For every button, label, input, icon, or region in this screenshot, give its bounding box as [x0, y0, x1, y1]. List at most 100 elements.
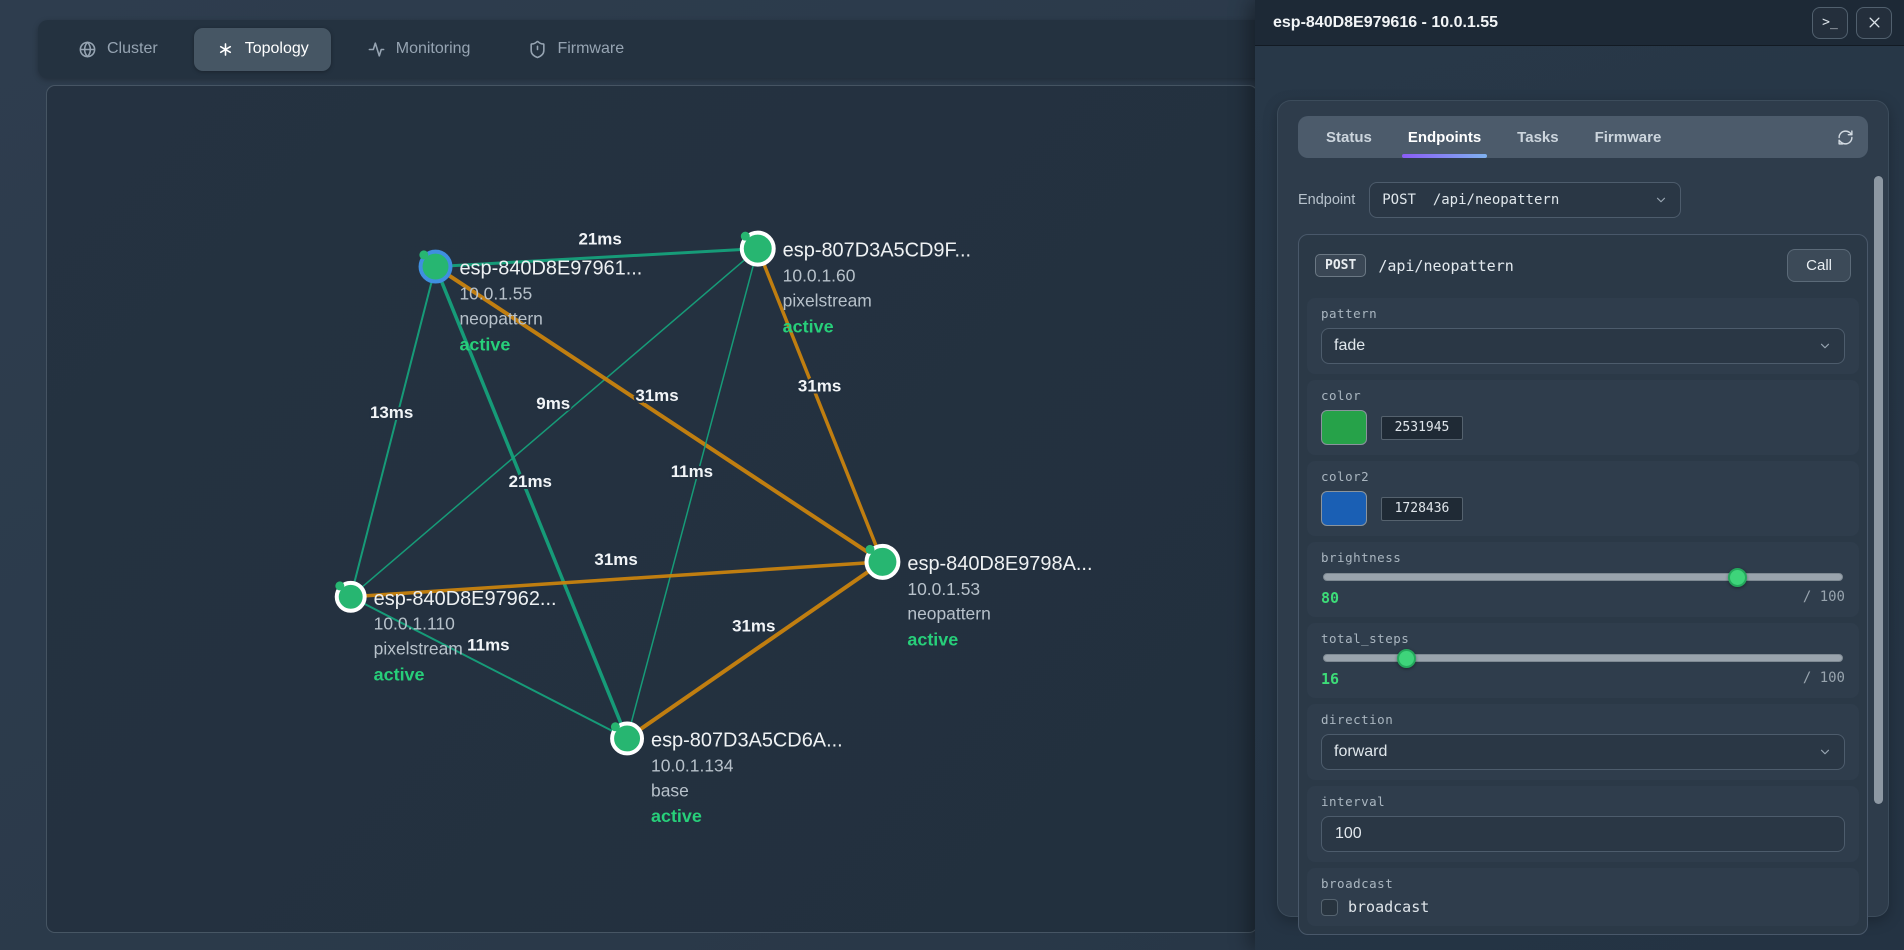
panel-header: esp-840D8E979616 - 10.0.1.55 >_	[1255, 0, 1904, 46]
total-steps-value: 16	[1321, 670, 1340, 688]
field-direction: direction forward	[1307, 704, 1859, 780]
edge-latency-label: 21ms	[578, 230, 621, 249]
edge-latency-label: 31ms	[798, 376, 841, 395]
field-pattern: pattern fade	[1307, 298, 1859, 374]
method-badge: POST	[1315, 254, 1367, 277]
field-brightness: brightness 80 / 100	[1307, 542, 1859, 617]
graph-node[interactable]: esp-840D8E97962... 10.0.1.110 pixelstream a…	[334, 580, 557, 685]
node-name-label: esp-807D3A5CD6A...	[651, 729, 843, 751]
total-steps-slider[interactable]	[1323, 649, 1843, 668]
nav-item-monitoring[interactable]: Monitoring	[345, 28, 493, 71]
panel-tab-status[interactable]: Status	[1312, 116, 1386, 158]
brightness-slider-thumb[interactable]	[1728, 568, 1748, 587]
node-name-label: esp-807D3A5CD9F...	[783, 240, 971, 262]
direction-select[interactable]: forward	[1321, 734, 1845, 770]
field-pattern-label: pattern	[1321, 306, 1378, 321]
field-brightness-label: brightness	[1321, 550, 1402, 565]
field-direction-label: direction	[1321, 712, 1394, 727]
top-navbar: Cluster Topology Monitoring Firmware	[38, 20, 1278, 78]
graph-edge	[434, 264, 884, 564]
graph-edge	[350, 248, 759, 598]
field-color2-label: color2	[1321, 469, 1370, 484]
panel-title: esp-840D8E979616 - 10.0.1.55	[1273, 13, 1499, 31]
chevron-down-icon	[1820, 749, 1830, 755]
pattern-select-value: fade	[1334, 337, 1366, 354]
field-interval: interval	[1307, 786, 1859, 862]
panel-tab-tasks[interactable]: Tasks	[1503, 116, 1572, 158]
node-name-label: esp-840D8E97961...	[459, 258, 642, 280]
total-steps-slider-thumb[interactable]	[1396, 649, 1416, 668]
color2-swatch[interactable]	[1321, 491, 1367, 526]
endpoint-select[interactable]: POST /api/neopattern	[1369, 182, 1682, 218]
edge-latency-label: 31ms	[732, 617, 775, 636]
field-total-steps: total_steps 16 / 100	[1307, 623, 1859, 698]
nav-item-label: Cluster	[107, 40, 158, 57]
nav-item-label: Firmware	[557, 40, 625, 57]
brightness-value: 80	[1321, 589, 1340, 607]
edge-latency-label: 11ms	[467, 636, 509, 655]
endpoint-selector-row: Endpoint POST /api/neopattern	[1298, 182, 1868, 218]
node-role-label: pixelstream	[374, 639, 463, 659]
panel-scrollbar[interactable]	[1874, 176, 1883, 804]
broadcast-checkbox[interactable]	[1321, 898, 1338, 916]
graph-edge	[350, 595, 628, 740]
graph-node[interactable]: esp-807D3A5CD6A... 10.0.1.134 base active	[610, 721, 843, 826]
node-ip-label: 10.0.1.53	[907, 579, 980, 599]
topology-canvas[interactable]: 21ms 13ms 9ms 31ms 31ms 11ms 21ms 31ms 31ms 11ms e…	[46, 85, 1258, 933]
terminal-button[interactable]: >_	[1812, 6, 1848, 39]
panel-tab-endpoints[interactable]: Endpoints	[1394, 116, 1495, 158]
graph-edge	[350, 560, 883, 599]
panel-tab-bar: Status Endpoints Tasks Firmware	[1298, 116, 1868, 158]
node-status-label: active	[459, 334, 510, 354]
direction-select-value: forward	[1334, 743, 1388, 760]
edge-latency-label: 31ms	[594, 550, 637, 569]
pattern-select[interactable]: fade	[1321, 328, 1845, 364]
chevron-down-icon	[1820, 343, 1830, 349]
graph-edge	[435, 247, 758, 269]
nav-item-cluster[interactable]: Cluster	[56, 28, 180, 71]
panel-tab-label: Endpoints	[1407, 128, 1482, 146]
node-name-label: esp-840D8E9798A...	[907, 553, 1092, 575]
close-button[interactable]	[1856, 6, 1892, 39]
endpoint-path: /api/neopattern	[1378, 256, 1514, 275]
panel-tab-firmware[interactable]: Firmware	[1581, 116, 1676, 158]
field-broadcast: broadcast broadcast	[1307, 868, 1859, 926]
node-status-label: active	[651, 806, 702, 826]
graph-edge	[756, 247, 885, 563]
endpoint-label: Endpoint	[1298, 192, 1356, 208]
nav-item-topology[interactable]: Topology	[193, 27, 331, 71]
field-color2: color2	[1307, 461, 1859, 536]
color2-value-input[interactable]	[1381, 496, 1463, 521]
graph-node[interactable]: esp-840D8E97961... 10.0.1.55 neopattern act…	[418, 249, 642, 354]
nav-item-label: Topology	[244, 40, 309, 57]
interval-input[interactable]	[1321, 816, 1845, 852]
node-status-label: active	[374, 665, 425, 685]
nav-item-label: Monitoring	[395, 40, 471, 57]
firmware-icon	[530, 40, 546, 58]
endpoint-form-card: POST /api/neopattern Call pattern fade c…	[1298, 234, 1868, 935]
color-swatch[interactable]	[1321, 410, 1367, 445]
color-value-input[interactable]	[1381, 415, 1463, 440]
nav-item-firmware[interactable]: Firmware	[506, 28, 646, 71]
total-steps-max: / 100	[1802, 670, 1845, 686]
edge-latency-label: 21ms	[509, 472, 552, 491]
node-ip-label: 10.0.1.134	[651, 755, 734, 775]
brightness-slider[interactable]	[1323, 568, 1843, 587]
monitoring-icon	[368, 41, 385, 57]
panel-tab-label: Firmware	[1594, 128, 1662, 146]
node-role-label: pixelstream	[783, 290, 872, 310]
endpoint-select-value: POST /api/neopattern	[1382, 192, 1560, 208]
field-color: color	[1307, 380, 1859, 455]
field-total-steps-label: total_steps	[1321, 631, 1410, 646]
node-ip-label: 10.0.1.110	[374, 614, 455, 634]
chevron-down-icon	[1657, 197, 1666, 203]
graph-node[interactable]: esp-840D8E9798A... 10.0.1.53 neopattern act…	[864, 543, 1093, 650]
refresh-button[interactable]	[1837, 116, 1854, 158]
graph-edge	[626, 248, 759, 739]
edge-latency-label: 31ms	[635, 386, 678, 405]
field-color-label: color	[1321, 388, 1362, 403]
node-ip-label: 10.0.1.55	[459, 283, 532, 303]
call-button[interactable]: Call	[1787, 249, 1851, 282]
graph-node[interactable]: esp-807D3A5CD9F... 10.0.1.60 pixelstream ac…	[739, 230, 971, 337]
